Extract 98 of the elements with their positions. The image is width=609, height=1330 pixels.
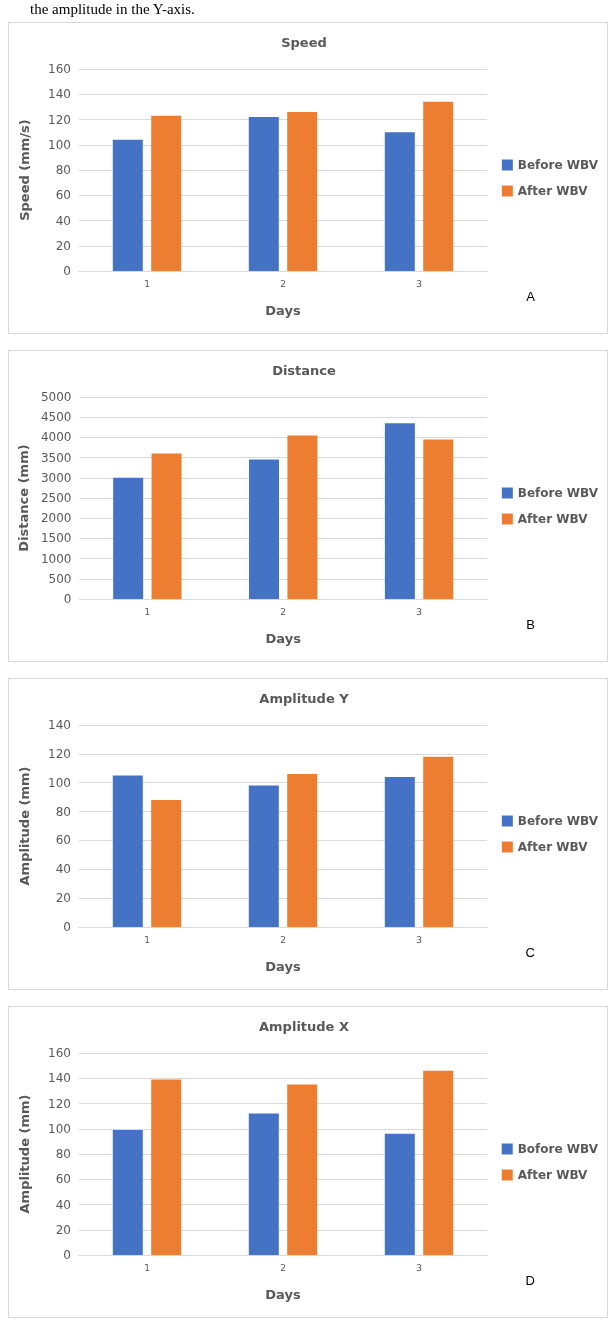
bar — [151, 453, 182, 599]
y-tick-label: 4500 — [40, 410, 72, 425]
bar — [287, 435, 318, 599]
bar — [113, 477, 144, 599]
x-tick-label: 1 — [144, 1262, 150, 1273]
y-tick-label: 100 — [48, 137, 71, 152]
x-tick-label: 2 — [280, 934, 286, 945]
y-tick-label: 0 — [63, 264, 71, 278]
bar — [384, 423, 415, 599]
y-tick-label: 80 — [55, 163, 71, 177]
chart-title: Distance — [272, 363, 337, 378]
y-tick-label: 60 — [55, 188, 71, 203]
text: C — [525, 945, 535, 960]
y-tick-label: 40 — [55, 1197, 71, 1212]
bar — [151, 800, 182, 927]
y-tick-label: 160 — [48, 1046, 71, 1060]
y-axis-title: Amplitude (mm) — [17, 766, 32, 886]
x-tick-label: 2 — [280, 278, 286, 289]
y-axis-title: Amplitude (mm) — [17, 1094, 32, 1214]
x-tick-label: 1 — [144, 278, 150, 289]
y-tick-label: 20 — [55, 891, 71, 906]
x-tick-label: 3 — [416, 1262, 422, 1273]
y-tick-label: 3000 — [40, 470, 72, 485]
y-tick-label: 0 — [63, 920, 71, 934]
bar — [248, 116, 279, 271]
y-tick-label: 40 — [55, 862, 71, 877]
y-tick-label: 80 — [55, 804, 71, 819]
legend-label: After WBV — [517, 184, 589, 198]
bar — [287, 111, 318, 271]
bar — [249, 459, 280, 599]
x-axis-title: Days — [265, 1287, 301, 1302]
y-tick-label: 100 — [48, 775, 71, 790]
x-tick-label: 1 — [144, 606, 151, 617]
legend-label: Before WBV — [517, 814, 599, 828]
y-axis-title: Speed (mm/s) — [17, 119, 32, 221]
y-tick-label: 120 — [48, 1096, 71, 1111]
y-tick-label: 0 — [63, 592, 72, 606]
y-tick-label: 60 — [55, 833, 71, 848]
y-tick-label: 2000 — [40, 511, 72, 526]
x-tick-label: 1 — [144, 934, 150, 945]
bar — [287, 1084, 318, 1255]
legend-label: After WBV — [517, 1168, 589, 1182]
legend-label: After WBV — [517, 840, 589, 854]
y-tick-label: 140 — [48, 1071, 71, 1086]
y-tick-label: 20 — [55, 238, 71, 253]
bar — [384, 132, 415, 271]
x-tick-label: 3 — [416, 278, 422, 289]
bar — [287, 774, 318, 927]
y-tick-label: 100 — [48, 1121, 71, 1136]
bar — [112, 775, 143, 927]
chart-title: Amplitude X — [259, 1019, 349, 1034]
x-axis-title: Days — [265, 303, 301, 318]
text: B — [526, 617, 535, 632]
bar — [423, 439, 454, 599]
y-tick-label: 1500 — [40, 531, 72, 546]
text: D — [525, 1273, 535, 1288]
y-tick-label: 3500 — [40, 450, 72, 465]
x-tick-label: 2 — [280, 606, 287, 617]
legend-label: Before WBV — [517, 486, 599, 500]
y-tick-label: 60 — [55, 1172, 71, 1187]
bar — [423, 756, 454, 927]
y-tick-label: 120 — [48, 112, 71, 127]
y-tick-label: 160 — [48, 62, 71, 76]
y-tick-label: 500 — [48, 571, 72, 586]
y-tick-label: 120 — [48, 746, 71, 761]
x-tick-label: 3 — [416, 606, 422, 617]
chart-title: Speed — [281, 35, 327, 50]
bar — [384, 776, 415, 927]
x-tick-label: 2 — [280, 1262, 286, 1273]
bar — [112, 1130, 143, 1255]
legend-label: Bofore WBV — [517, 1142, 599, 1156]
bar — [423, 101, 454, 271]
y-tick-label: 5000 — [40, 390, 72, 404]
x-tick-label: 3 — [416, 934, 422, 945]
y-tick-label: 40 — [55, 213, 71, 228]
y-tick-label: 140 — [48, 718, 71, 732]
x-axis-title: Days — [265, 959, 301, 974]
chart-title: Amplitude Y — [259, 691, 350, 706]
bar — [384, 1133, 415, 1255]
bar — [151, 1079, 182, 1255]
bar — [112, 139, 143, 271]
y-axis-title: Distance (mm) — [16, 444, 31, 552]
y-tick-label: 2500 — [40, 491, 72, 505]
y-tick-label: 20 — [55, 1222, 71, 1237]
legend-label: After WBV — [517, 512, 589, 526]
bar — [151, 115, 182, 271]
x-axis-title: Days — [265, 631, 302, 646]
text: A — [526, 289, 536, 304]
y-tick-label: 80 — [55, 1147, 71, 1161]
y-tick-label: 140 — [48, 87, 71, 102]
y-tick-label: 0 — [63, 1248, 71, 1262]
bar — [248, 1113, 279, 1255]
bar — [423, 1070, 454, 1255]
bar — [248, 785, 279, 927]
y-tick-label: 4000 — [40, 430, 72, 445]
legend-label: Before WBV — [517, 158, 599, 172]
text: the amplitude in the Y-axis. — [30, 0, 195, 18]
y-tick-label: 1000 — [40, 551, 72, 566]
